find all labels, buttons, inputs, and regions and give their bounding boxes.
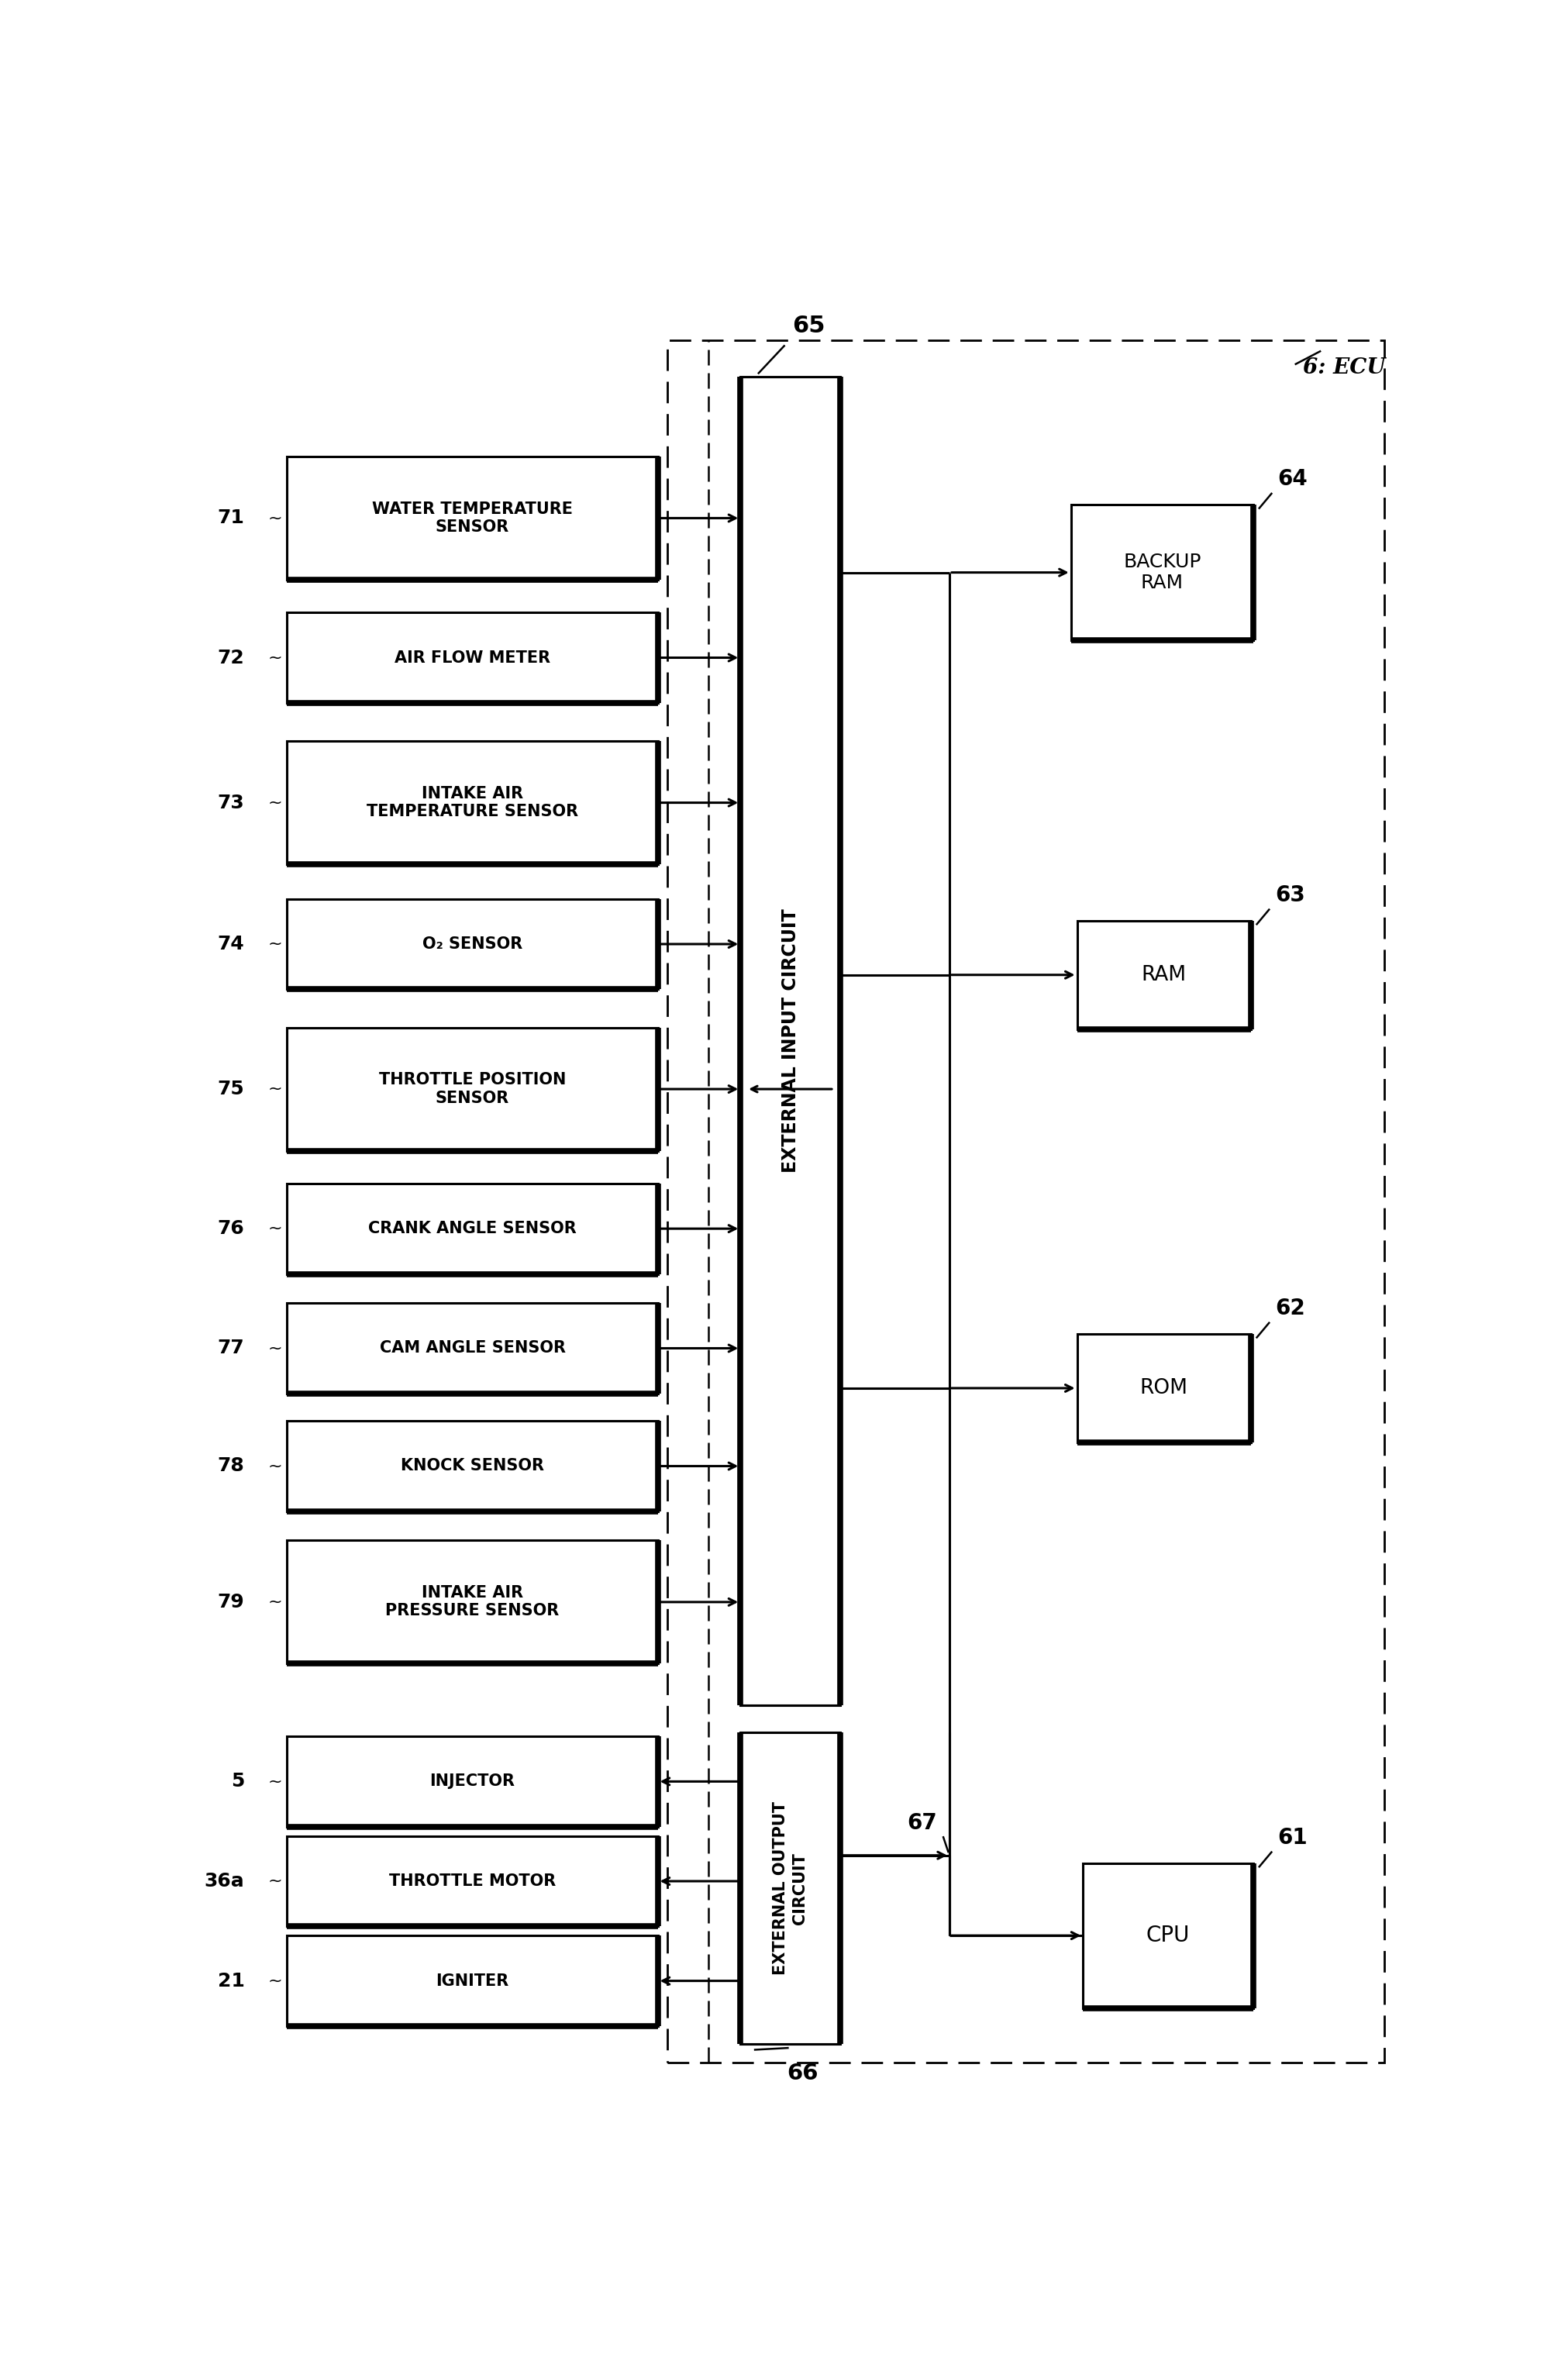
Text: ~: ~ [268, 1874, 282, 1888]
Text: ~: ~ [268, 650, 282, 666]
Text: CAM ANGLE SENSOR: CAM ANGLE SENSOR [379, 1339, 566, 1356]
Bar [1077, 1335, 1251, 1443]
Text: ~: ~ [268, 1459, 282, 1474]
Bar [287, 1737, 659, 1827]
Text: CRANK ANGLE SENSOR: CRANK ANGLE SENSOR [368, 1222, 577, 1236]
Text: 36a: 36a [204, 1871, 245, 1890]
Text: 5: 5 [230, 1773, 245, 1791]
Text: 63: 63 [1275, 885, 1305, 906]
Bar [287, 1026, 659, 1151]
Text: ~: ~ [268, 1339, 282, 1356]
Text: 79: 79 [218, 1594, 245, 1612]
Text: ~: ~ [268, 796, 282, 810]
Text: INJECTOR: INJECTOR [430, 1773, 514, 1789]
Text: ~: ~ [268, 1080, 282, 1097]
Bar [1083, 1862, 1253, 2008]
Text: INTAKE AIR
TEMPERATURE SENSOR: INTAKE AIR TEMPERATURE SENSOR [367, 786, 579, 819]
Text: 74: 74 [218, 935, 245, 953]
Text: IGNITER: IGNITER [436, 1973, 510, 1989]
Text: INTAKE AIR
PRESSURE SENSOR: INTAKE AIR PRESSURE SENSOR [386, 1584, 560, 1620]
Text: 78: 78 [218, 1457, 245, 1476]
Text: 67: 67 [908, 1813, 938, 1834]
Text: THROTTLE MOTOR: THROTTLE MOTOR [389, 1874, 557, 1888]
Text: ~: ~ [268, 1222, 282, 1236]
Bar [287, 742, 659, 864]
Text: ~: ~ [268, 1973, 282, 1989]
Text: AIR FLOW METER: AIR FLOW METER [395, 650, 550, 666]
Bar [740, 1733, 840, 2043]
Bar [287, 1304, 659, 1394]
Bar [287, 1540, 659, 1664]
Text: THROTTLE POSITION
SENSOR: THROTTLE POSITION SENSOR [379, 1073, 566, 1106]
Bar [287, 1836, 659, 1926]
Text: ~: ~ [268, 1773, 282, 1789]
Text: 71: 71 [218, 508, 245, 527]
Text: 66: 66 [787, 2062, 818, 2083]
Bar [1071, 504, 1253, 640]
Bar [287, 1935, 659, 2027]
Text: EXTERNAL INPUT CIRCUIT: EXTERNAL INPUT CIRCUIT [781, 909, 800, 1172]
Bar [287, 457, 659, 579]
Bar [740, 377, 840, 1704]
Text: 76: 76 [218, 1219, 245, 1238]
Text: 61: 61 [1278, 1827, 1308, 1848]
Text: 62: 62 [1275, 1297, 1305, 1318]
Text: EXTERNAL OUTPUT
CIRCUIT: EXTERNAL OUTPUT CIRCUIT [773, 1801, 808, 1975]
Text: 65: 65 [792, 315, 825, 337]
Text: ~: ~ [268, 511, 282, 525]
Bar [287, 1422, 659, 1511]
Text: RAM: RAM [1142, 965, 1187, 984]
Text: KNOCK SENSOR: KNOCK SENSOR [401, 1459, 544, 1474]
Text: ~: ~ [268, 937, 282, 951]
Text: 75: 75 [218, 1080, 245, 1099]
Bar [287, 612, 659, 704]
Bar [287, 899, 659, 989]
Text: WATER TEMPERATURE
SENSOR: WATER TEMPERATURE SENSOR [372, 501, 572, 534]
Text: CPU: CPU [1146, 1926, 1190, 1947]
Text: BACKUP
RAM: BACKUP RAM [1123, 553, 1201, 593]
Text: O₂ SENSOR: O₂ SENSOR [422, 937, 522, 951]
Bar [287, 1184, 659, 1274]
Text: 73: 73 [218, 793, 245, 812]
Text: 6: ECU: 6: ECU [1303, 358, 1386, 379]
Text: 72: 72 [218, 647, 245, 666]
Bar [1077, 920, 1251, 1029]
Text: 64: 64 [1278, 468, 1308, 490]
Text: 77: 77 [218, 1339, 245, 1358]
Text: 21: 21 [218, 1973, 245, 1989]
Text: ROM: ROM [1140, 1377, 1189, 1398]
Bar [668, 341, 1385, 2062]
Text: ~: ~ [268, 1594, 282, 1610]
